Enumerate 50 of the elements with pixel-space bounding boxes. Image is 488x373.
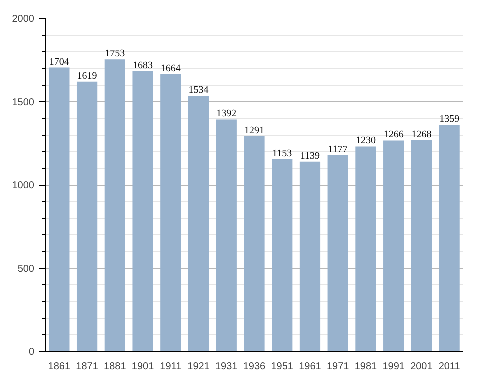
- bar: [160, 74, 182, 352]
- bar: [328, 156, 348, 352]
- data-label: 1139: [300, 150, 320, 162]
- data-label: 1177: [328, 144, 348, 156]
- data-label: 1664: [160, 63, 181, 74]
- data-label: 1534: [188, 85, 209, 96]
- bar: [216, 120, 237, 352]
- y-tick-label: 2000: [12, 14, 35, 25]
- data-label: 1359: [440, 114, 460, 126]
- x-tick-label: 1931: [216, 362, 238, 372]
- x-tick-label: 1871: [76, 362, 99, 372]
- x-tick-label: 1961: [299, 362, 322, 372]
- bar: [132, 71, 154, 352]
- bar: [411, 140, 432, 352]
- data-label: 1619: [77, 70, 98, 82]
- bar: [272, 160, 293, 352]
- x-tick-label: 1981: [354, 362, 378, 372]
- x-tick-label: 2001: [410, 362, 434, 372]
- y-tick-label: 0: [28, 347, 35, 358]
- bar: [356, 146, 376, 352]
- bar: [300, 162, 321, 352]
- data-label: 1153: [272, 148, 292, 160]
- x-tick-label: 1991: [382, 362, 406, 372]
- x-tick-label: 1911: [160, 362, 182, 372]
- x-tick-label: 1971: [326, 362, 350, 372]
- data-label: 1392: [216, 108, 237, 120]
- data-label: 1683: [133, 60, 154, 72]
- x-tick-label: 2011: [438, 362, 461, 372]
- y-tick-label: 500: [18, 264, 35, 275]
- bar: [244, 136, 265, 352]
- bar: [76, 82, 98, 352]
- x-tick-label: 1861: [48, 362, 71, 372]
- bar: [188, 96, 210, 352]
- y-tick-label: 1000: [12, 180, 35, 192]
- data-label: 1291: [244, 126, 264, 137]
- x-tick-label: 1951: [271, 362, 294, 372]
- data-label: 1753: [105, 48, 126, 60]
- bar: [384, 140, 404, 352]
- data-label: 1266: [384, 130, 404, 141]
- data-label: 1704: [49, 56, 70, 68]
- bar: [104, 60, 126, 352]
- x-tick-label: 1881: [104, 362, 127, 372]
- x-tick-label: 1936: [243, 362, 266, 372]
- bar: [49, 68, 70, 352]
- data-label: 1230: [356, 136, 376, 147]
- x-tick-label: 1901: [132, 362, 155, 372]
- bar: [439, 125, 460, 352]
- x-tick-label: 1921: [188, 362, 210, 372]
- data-label: 1268: [412, 129, 432, 140]
- y-tick-label: 1500: [12, 97, 35, 108]
